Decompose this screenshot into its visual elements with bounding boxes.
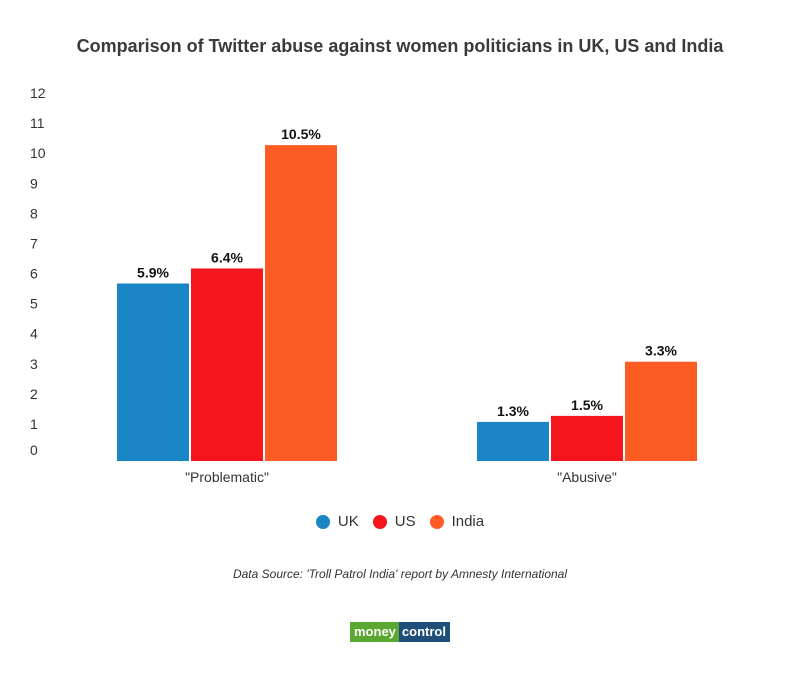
y-tick-label: 7: [30, 235, 38, 251]
bar-us-0: [191, 268, 263, 461]
y-tick-label: 0: [30, 442, 38, 458]
bar-india-0: [265, 145, 337, 461]
legend-item-india[interactable]: India: [429, 513, 485, 530]
bar-uk-0: [117, 283, 189, 461]
y-tick-label: 1: [30, 416, 38, 432]
x-category-label: "Abusive": [557, 469, 617, 485]
bar-us-1: [551, 415, 623, 461]
y-tick-label: 4: [30, 326, 38, 342]
y-tick-label: 11: [30, 115, 45, 131]
logo-text-control: control: [398, 622, 450, 642]
legend-swatch-uk: [315, 514, 330, 529]
logo-text-money: money: [350, 622, 399, 642]
y-tick-label: 10: [30, 145, 46, 161]
data-label: 1.3%: [497, 403, 529, 419]
y-tick-label: 6: [30, 266, 38, 282]
data-source-note: Data Source: 'Troll Patrol India' report…: [232, 567, 568, 581]
data-label: 5.9%: [137, 265, 169, 281]
legend: UK US India: [0, 513, 800, 530]
legend-swatch-us: [372, 514, 387, 529]
legend-label-uk: UK: [337, 513, 359, 530]
data-label: 6.4%: [211, 249, 243, 265]
y-tick-label: 3: [30, 356, 38, 372]
y-tick-label: 5: [30, 296, 38, 312]
bar-uk-1: [477, 421, 549, 461]
y-tick-label: 8: [30, 205, 38, 221]
moneycontrol-logo: money control: [350, 622, 450, 642]
chart-title: Comparison of Twitter abuse against wome…: [76, 36, 724, 56]
y-tick-label: 2: [30, 386, 38, 402]
legend-swatch-india: [429, 514, 444, 529]
data-label: 1.5%: [571, 397, 603, 413]
legend-item-us[interactable]: US: [372, 513, 416, 530]
y-tick-label: 9: [30, 175, 38, 191]
bar-chart: 01234567891011125.9%6.4%10.5%"Problemati…: [30, 85, 697, 485]
data-label: 10.5%: [281, 126, 321, 142]
y-tick-label: 12: [30, 85, 46, 101]
data-label: 3.3%: [645, 343, 677, 359]
x-category-label: "Problematic": [185, 469, 269, 485]
legend-item-uk[interactable]: UK: [315, 513, 359, 530]
bar-india-1: [625, 361, 697, 461]
legend-label-us: US: [394, 513, 416, 530]
legend-label-india: India: [451, 513, 485, 530]
